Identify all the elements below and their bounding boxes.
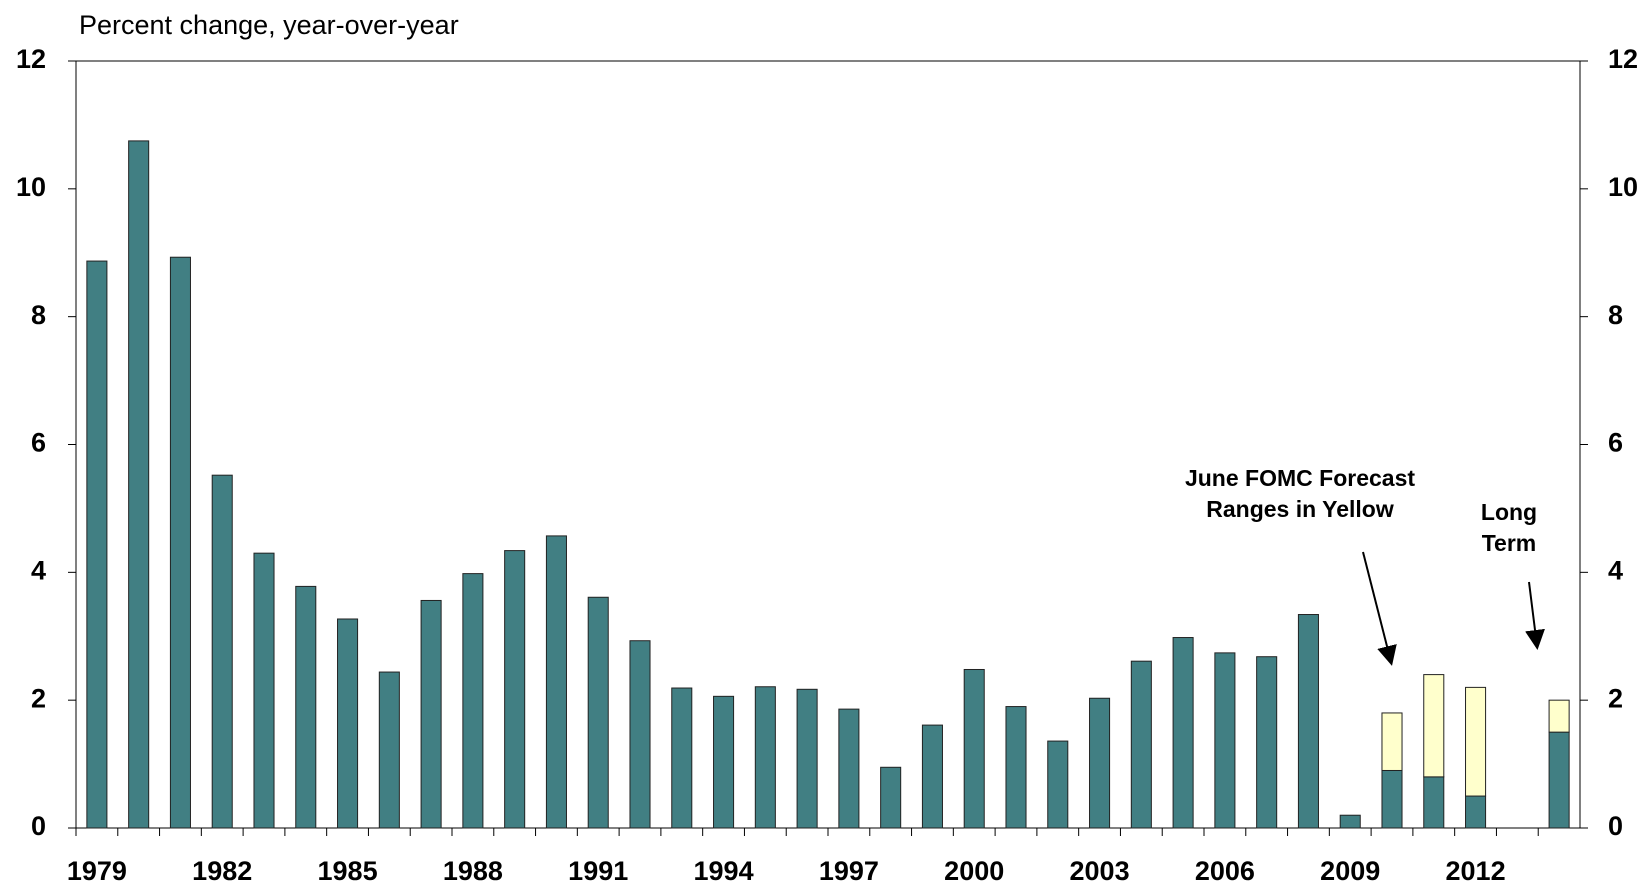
bar: [1423, 776, 1445, 829]
bar: [1465, 795, 1487, 829]
y-tick-label: 10: [16, 172, 46, 202]
bar: [1214, 652, 1236, 829]
forecast-range: [1423, 674, 1445, 778]
bar: [545, 535, 567, 829]
x-tick-label: 1994: [694, 856, 754, 886]
annotation: Term: [1482, 530, 1537, 556]
bar: [838, 708, 860, 829]
bar: [629, 640, 651, 829]
x-tick-label: 1997: [819, 856, 879, 886]
x-tick-label: 1991: [568, 856, 628, 886]
bar: [378, 671, 400, 829]
bar: [1130, 660, 1152, 829]
bar: [671, 687, 693, 829]
annotation-arrow: [1525, 581, 1545, 650]
y2-tick-label: 10: [1608, 172, 1638, 202]
bar: [754, 686, 776, 829]
bar: [587, 596, 609, 829]
y2-tick-label: 2: [1608, 683, 1623, 713]
bar: [295, 585, 317, 829]
bar: [86, 260, 108, 829]
x-tick-label: 2012: [1446, 856, 1506, 886]
bar: [462, 573, 484, 829]
y2-tick-label: 0: [1608, 811, 1623, 841]
bar: [128, 140, 150, 829]
y-tick-label: 4: [31, 555, 46, 585]
x-tick-label: 2009: [1320, 856, 1380, 886]
bar: [963, 668, 985, 829]
annotation: June FOMC Forecast: [1185, 465, 1415, 491]
bar: [420, 599, 442, 829]
y2-tick-label: 8: [1608, 300, 1623, 330]
x-tick-label: 1982: [192, 856, 252, 886]
bar: [1548, 731, 1570, 829]
x-tick-label: 2006: [1195, 856, 1255, 886]
bar: [1256, 656, 1278, 829]
y-tick-label: 2: [31, 683, 46, 713]
bar: [921, 724, 943, 829]
y2-tick-label: 4: [1608, 555, 1623, 585]
bar: [169, 256, 191, 829]
bar: [713, 695, 735, 829]
x-tick-label: 1988: [443, 856, 503, 886]
bar: [1339, 814, 1361, 829]
forecast-range: [1381, 712, 1403, 771]
forecast-range: [1548, 699, 1570, 733]
forecast-range: [1465, 686, 1487, 797]
annotation: Ranges in Yellow: [1206, 496, 1394, 522]
y-tick-label: 0: [31, 811, 46, 841]
y2-tick-label: 12: [1608, 44, 1638, 74]
bar: [1297, 614, 1319, 829]
y2-tick-label: 6: [1608, 428, 1623, 458]
axis-label: Percent change, year-over-year: [79, 10, 459, 40]
bar: [1381, 769, 1403, 829]
annotation-arrow: [1362, 551, 1397, 666]
bar: [880, 766, 902, 829]
bar: [337, 618, 359, 829]
bar: [796, 688, 818, 829]
y-tick-label: 12: [16, 44, 46, 74]
bar: [1089, 697, 1111, 829]
x-tick-label: 2000: [944, 856, 1004, 886]
annotation: Long: [1481, 499, 1537, 525]
bar: [1005, 706, 1027, 829]
bar: [253, 552, 275, 829]
x-tick-label: 1979: [67, 856, 127, 886]
bar: [1047, 740, 1069, 829]
x-tick-label: 2003: [1070, 856, 1130, 886]
bar: [211, 474, 233, 829]
bar: [504, 550, 526, 829]
x-tick-label: 1985: [318, 856, 378, 886]
y-tick-label: 8: [31, 300, 46, 330]
y-tick-label: 6: [31, 428, 46, 458]
bar: [1172, 637, 1194, 829]
